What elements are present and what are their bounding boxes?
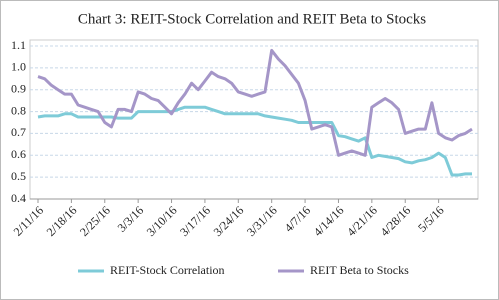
legend-label: REIT-Stock Correlation	[110, 263, 225, 277]
y-tick-label: 1.1	[11, 38, 26, 52]
y-tick-label: 0.9	[11, 81, 26, 95]
legend-label: REIT Beta to Stocks	[310, 263, 409, 277]
y-tick-label: 1.0	[11, 60, 26, 74]
y-tick-label: 0.5	[11, 169, 26, 183]
chart-title: Chart 3: REIT-Stock Correlation and REIT…	[78, 11, 426, 27]
y-tick-label: 0.6	[11, 147, 26, 161]
series-line	[37, 48, 473, 157]
y-tick-label: 0.4	[11, 191, 26, 205]
y-tick-label: 0.7	[11, 125, 26, 139]
y-tick-label: 0.8	[11, 103, 26, 117]
series-line	[37, 105, 472, 177]
